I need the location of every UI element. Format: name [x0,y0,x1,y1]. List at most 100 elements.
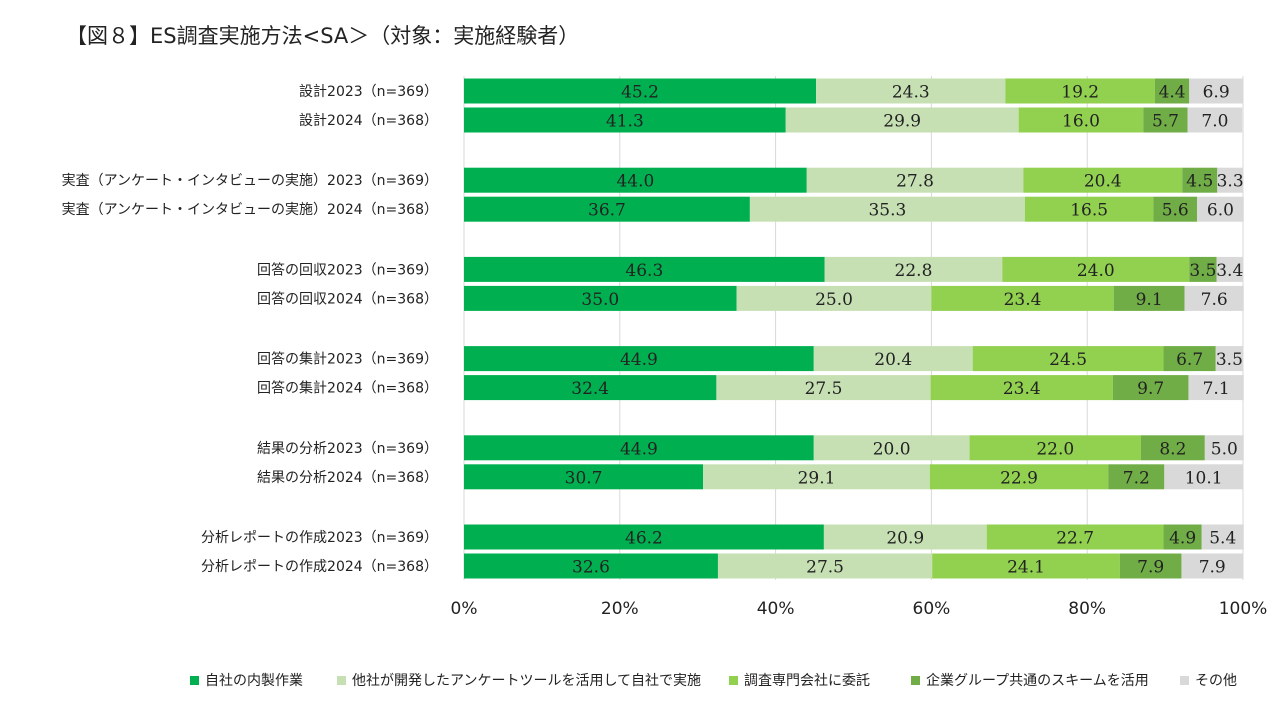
data-label: 23.4 [1004,290,1042,310]
data-label: 32.4 [571,379,609,399]
data-label: 35.3 [868,201,906,221]
bar-segment-1 [464,78,817,104]
bar-segment-5 [1204,435,1244,461]
stacked-bar-chart: 45.2 24.3 19.2 4.4 6.9 設計2023（n=369） 41.3 29.9 1… [62,76,1267,619]
data-label: 22.7 [1056,529,1094,549]
bar-segment-5 [1201,524,1244,550]
data-label: 16.0 [1062,112,1100,132]
data-label: 3.5 [1189,261,1216,281]
data-label: 16.5 [1070,201,1108,221]
bar-segment-1 [464,346,814,372]
chart-legend: 自社の内製作業 他社が開発したアンケートツールを活用して自社で実施 調査専門会社に委… [0,670,1280,694]
data-label: 7.6 [1201,290,1228,310]
bar-segment-1 [464,285,737,311]
bar-segment-2 [749,196,1025,222]
data-label: 41.3 [606,112,644,132]
bar-segment-3 [930,375,1113,401]
data-label: 20.4 [874,350,912,370]
bar-segment-5 [1188,375,1244,401]
bar-segment-1 [464,167,807,193]
data-label: 19.2 [1061,83,1099,103]
data-label: 20.9 [886,529,924,549]
data-label: 7.0 [1201,112,1228,132]
bar-segment-1 [464,256,825,282]
bar-segment-5 [1216,256,1243,282]
bar-segment-4 [1153,196,1198,222]
bar-segment-1 [464,464,704,490]
legend-label: 企業グループ共通のスキームを活用 [926,673,1149,689]
data-label: 44.9 [620,439,658,459]
bar-segment-2 [824,256,1003,282]
data-label: 29.1 [798,468,836,488]
bar-segment-1 [464,375,717,401]
bar-segment-2 [813,435,970,461]
category-label: 実査（アンケート・インタビューの実施）2023（n=369） [62,173,438,189]
data-label: 5.4 [1209,529,1236,549]
data-label: 22.0 [1036,439,1074,459]
data-label: 7.2 [1123,468,1150,488]
legend-swatch [729,675,738,685]
x-tick-label: 20% [601,599,639,619]
x-tick-label: 60% [913,599,951,619]
bar-segment-4 [1154,78,1190,104]
legend-label: 他社が開発したアンケートツールを活用して自社で実施 [352,673,702,689]
bar-segment-4 [1119,553,1182,579]
bar-segment-2 [736,285,932,311]
legend-item: 他社が開発したアンケートツールを活用して自社で実施 [337,670,701,690]
bar-segment-4 [1189,256,1217,282]
data-label: 27.5 [805,379,843,399]
bar-segment-4 [1163,346,1216,372]
data-label: 25.0 [815,290,853,310]
legend-label: その他 [1195,673,1237,689]
data-label: 23.4 [1003,379,1041,399]
data-label: 46.2 [625,529,663,549]
x-tick-label: 40% [757,599,795,619]
legend-swatch [190,675,199,685]
bar-segment-1 [464,107,786,133]
bar-segment-4 [1143,107,1188,133]
legend-item: 調査専門会社に委託 [729,670,870,690]
data-label: 10.1 [1185,468,1223,488]
bar-segment-2 [703,464,930,490]
data-label: 5.0 [1211,439,1238,459]
bar-segment-2 [717,553,933,579]
data-label: 24.1 [1007,558,1045,578]
data-label: 20.0 [873,439,911,459]
data-label: 24.3 [892,83,930,103]
data-label: 29.9 [883,112,921,132]
data-label: 7.9 [1137,558,1164,578]
data-label: 4.4 [1159,83,1186,103]
x-tick-label: 0% [451,599,478,619]
bar-segment-3 [932,553,1120,579]
data-label: 6.0 [1207,201,1234,221]
bar-segment-1 [464,524,824,550]
data-label: 46.3 [625,261,663,281]
bar-segment-3 [969,435,1141,461]
bar-segment-4 [1182,167,1218,193]
data-label: 20.4 [1084,172,1122,192]
bar-segment-5 [1181,553,1243,579]
data-label: 7.1 [1203,379,1230,399]
bar-segment-3 [986,524,1164,550]
bar-segment-3 [931,285,1114,311]
data-label: 32.6 [572,558,610,578]
legend-item: 企業グループ共通のスキームを活用 [911,670,1149,690]
data-label: 44.9 [620,350,658,370]
category-label: 回答の回収2024（n=368） [257,290,438,307]
bar-segment-4 [1140,435,1205,461]
bar-segment-4 [1163,524,1202,550]
category-label: 回答の集計2023（n=369） [257,351,438,368]
bar-segment-4 [1113,285,1185,311]
bar-segment-5 [1184,285,1244,311]
data-label: 27.8 [896,172,934,192]
bar-segment-4 [1112,375,1189,401]
bar-segment-5 [1197,196,1244,222]
bar-segment-2 [806,167,1024,193]
category-label: 設計2024（n=368） [299,113,438,129]
category-label: 分析レポートの作成2024（n=368） [201,559,438,575]
data-label: 8.2 [1159,439,1186,459]
bar-segment-5 [1164,464,1243,490]
data-label: 6.9 [1203,83,1230,103]
legend-swatch [911,675,920,685]
bar-segment-2 [785,107,1019,133]
